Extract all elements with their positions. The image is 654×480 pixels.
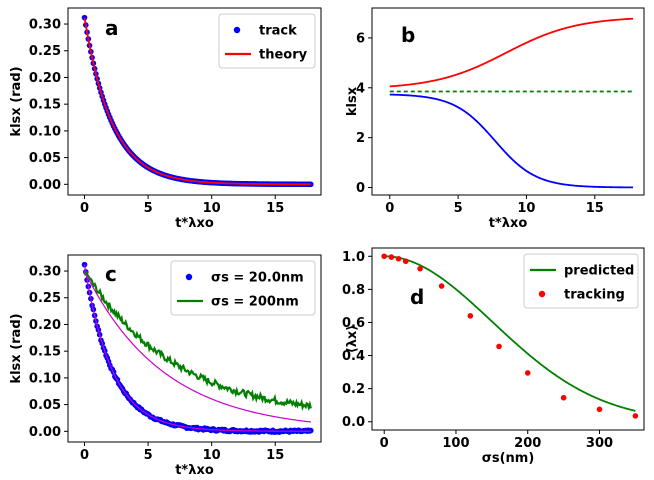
- series-tracking-point: [381, 253, 388, 260]
- y-tick-label: 0.05: [29, 398, 61, 413]
- y-tick-label: 0.8: [342, 283, 365, 298]
- y-tick-label: 0.25: [29, 44, 61, 59]
- series-tracking-point: [417, 265, 423, 272]
- y-tick-label: 0.05: [29, 151, 61, 166]
- y-tick-label: 0.00: [29, 178, 61, 193]
- legend-label: theory: [259, 48, 308, 63]
- series-blue-curve-line: [389, 93, 634, 189]
- y-tick-label: 0.0: [342, 415, 365, 430]
- panel-letter: b: [401, 23, 415, 47]
- panel-letter: a: [105, 16, 119, 40]
- y-tick-label: 6: [356, 31, 365, 46]
- x-axis-label: t*λxo: [175, 463, 214, 478]
- legend-label: predicted: [564, 264, 634, 279]
- plot-frame: [67, 7, 322, 196]
- series-tracking-point: [496, 343, 502, 350]
- legend-marker: [185, 273, 193, 281]
- series-tracking-point: [438, 283, 445, 289]
- series--s-200nm-line: [83, 270, 312, 412]
- series-theory-line: [83, 17, 311, 186]
- y-tick-label: 0.20: [29, 71, 61, 86]
- plot-frame: [371, 247, 645, 431]
- legend-label: σs = 20.0nm: [211, 271, 304, 286]
- panel-c: 0 5 10 15 0.00 0.05 0.10 0.15 0.20 0.25 0.30 t*λxo k…: [9, 254, 322, 478]
- y-tick-label: 2: [356, 131, 365, 146]
- x-tick-label: 0: [385, 201, 394, 216]
- x-tick-label: 200: [514, 436, 541, 451]
- series-track-point: [81, 14, 88, 21]
- panel-a: 0 5 10 15 0.00 0.05 0.10 0.15 0.20 0.25 0.30 t*λxo k…: [9, 7, 322, 231]
- y-axis-label: ⟨λx⟩: [345, 325, 360, 354]
- x-axis-label: σs(nm): [482, 451, 535, 466]
- series-tracking-point: [388, 254, 395, 260]
- series-tracking-point: [524, 370, 531, 376]
- x-tick-label: 0: [80, 448, 89, 463]
- y-tick-label: 0.30: [29, 265, 61, 280]
- y-tick-label: 0.15: [29, 345, 61, 360]
- x-tick-label: 10: [203, 448, 221, 463]
- x-tick-label: 0: [380, 436, 389, 451]
- x-axis-label: t*λxo: [175, 216, 214, 231]
- panel-letter: d: [410, 285, 424, 309]
- x-tick-label: 10: [517, 201, 535, 216]
- legend-box: [170, 260, 316, 316]
- series-fit-20-0nm-line: [83, 264, 311, 432]
- legend-marker: [538, 290, 546, 298]
- y-tick-label: 0.6: [342, 316, 365, 331]
- x-axis-label: t*λxo: [489, 216, 528, 231]
- series-tracking-point: [560, 394, 567, 401]
- legend-label: σs = 200nm: [211, 295, 299, 310]
- series--s-20-0nm-point: [308, 427, 314, 434]
- series-tracking-point: [467, 313, 474, 319]
- x-tick-label: 100: [442, 436, 469, 451]
- y-tick-label: 0.2: [342, 382, 365, 397]
- panel-d: 0 100 200 300 0.0 0.2 0.4 0.6 0.8 1.0 σs(nm) ⟨λx⟩ d p…: [342, 247, 645, 466]
- y-tick-label: 0.4: [342, 349, 365, 364]
- series-tracking-point: [632, 413, 639, 419]
- legend-label: track: [259, 24, 297, 39]
- x-tick-label: 5: [144, 201, 153, 216]
- series-tracking-point: [395, 255, 402, 262]
- legend-label: tracking: [564, 288, 625, 303]
- y-tick-label: 0.10: [29, 124, 61, 139]
- y-tick-label: 0: [356, 181, 365, 196]
- plot-frame: [67, 254, 322, 443]
- y-tick-label: 0.10: [29, 371, 61, 386]
- series-group: [81, 14, 314, 188]
- x-tick-label: 15: [586, 201, 604, 216]
- y-tick-label: 0.00: [29, 425, 61, 440]
- y-tick-label: 0.30: [29, 18, 61, 33]
- x-tick-label: 300: [586, 436, 613, 451]
- x-tick-label: 5: [144, 448, 153, 463]
- y-axis-label: klsx (rad): [9, 313, 24, 383]
- x-tick-label: 5: [454, 201, 463, 216]
- series-tracking-point: [596, 406, 603, 413]
- y-tick-label: 0.20: [29, 318, 61, 333]
- y-tick-label: 0.15: [29, 98, 61, 113]
- y-tick-label: 0.25: [29, 291, 61, 306]
- legend-marker: [233, 26, 241, 34]
- series-group: [389, 17, 634, 189]
- series-group: [81, 261, 314, 435]
- y-axis-label: klsx (rad): [9, 66, 24, 136]
- series-fit-200nm-line: [83, 270, 311, 423]
- x-tick-label: 15: [266, 201, 284, 216]
- panel-letter: c: [105, 262, 117, 286]
- y-axis-label: klsx: [345, 86, 360, 116]
- x-tick-label: 0: [80, 201, 89, 216]
- panel-b: 0 5 10 15 0 2 4 6 t*λxo klsx b: [345, 7, 645, 231]
- series-red-curve-line: [389, 17, 634, 88]
- series-group: [381, 253, 639, 419]
- y-tick-label: 4: [356, 81, 365, 96]
- legend-box: [523, 253, 639, 309]
- x-tick-label: 15: [266, 448, 284, 463]
- series-tracking-point: [402, 258, 409, 265]
- x-tick-label: 10: [203, 201, 221, 216]
- plot-frame: [371, 7, 645, 196]
- y-tick-label: 1.0: [342, 250, 365, 265]
- series-predicted-line: [384, 255, 636, 412]
